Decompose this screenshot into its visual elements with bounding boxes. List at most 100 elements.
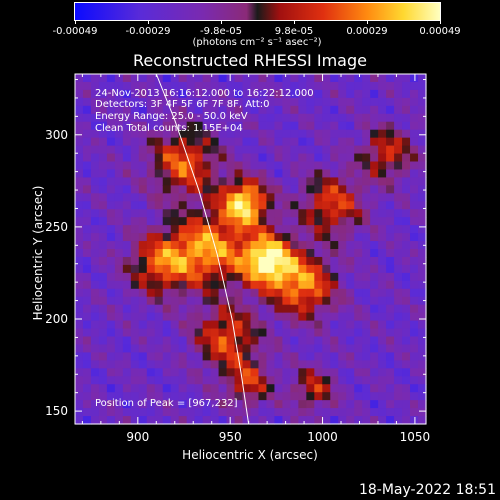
heatmap-cell (314, 113, 323, 123)
heatmap-cell (122, 296, 132, 306)
heatmap-cell (338, 384, 347, 393)
heatmap-cell (394, 416, 403, 425)
heatmap-cell (202, 256, 212, 266)
heatmap-cell (274, 137, 284, 147)
heatmap-cell (170, 304, 180, 314)
heatmap-cell (210, 408, 220, 417)
heatmap-cell (234, 384, 244, 393)
heatmap-cell (370, 360, 379, 369)
heatmap-cell (282, 256, 291, 266)
heatmap-cell (138, 74, 148, 83)
heatmap-cell (274, 304, 284, 314)
heatmap-cell (402, 312, 411, 322)
heatmap-cell (386, 352, 395, 361)
heatmap-cell (298, 296, 307, 306)
heatmap-cell (274, 408, 284, 417)
heatmap-cell (170, 288, 180, 298)
heatmap-cell (274, 129, 284, 139)
heatmap-cell (378, 256, 387, 266)
heatmap-cell (210, 392, 220, 401)
heatmap-cell (298, 177, 307, 186)
heatmap-cell (154, 161, 164, 171)
heatmap-cell (386, 105, 395, 115)
heatmap-cell (394, 288, 403, 298)
heatmap-cell (250, 360, 260, 369)
heatmap-cell (354, 272, 363, 282)
heatmap-cell (410, 320, 419, 330)
heatmap-cell (178, 209, 188, 218)
heatmap-cell (98, 320, 108, 330)
heatmap-cell (314, 249, 323, 258)
heatmap-cell (250, 296, 260, 306)
heatmap-cell (330, 344, 339, 354)
heatmap-cell (410, 129, 419, 139)
heatmap-cell (218, 288, 228, 298)
heatmap-cell (154, 81, 164, 91)
heatmap-cell (146, 185, 156, 194)
heatmap-cell (418, 320, 427, 330)
heatmap-cell (114, 81, 124, 91)
heatmap-cell (106, 288, 116, 298)
heatmap-cell (162, 392, 172, 401)
heatmap-cell (162, 376, 172, 385)
heatmap-cell (322, 121, 331, 131)
heatmap-cell (146, 320, 156, 330)
heatmap-cell (186, 249, 196, 258)
heatmap-cell (402, 280, 411, 290)
heatmap-cell (306, 408, 315, 417)
heatmap-cell (138, 217, 148, 226)
heatmap-cell (98, 368, 108, 377)
heatmap-cell (338, 296, 347, 306)
heatmap-cell (290, 121, 299, 131)
heatmap-cell (362, 272, 371, 282)
heatmap-cell (346, 217, 355, 226)
heatmap-cell (330, 241, 339, 250)
heatmap-cell (338, 129, 347, 139)
heatmap-cell (98, 344, 108, 354)
heatmap-cell (322, 225, 331, 234)
heatmap-cell (402, 368, 411, 377)
heatmap-cell (194, 121, 204, 131)
colorbar-tick-label: -0.00029 (125, 26, 171, 37)
heatmap-cell (90, 320, 100, 330)
heatmap-cell (402, 360, 411, 369)
heatmap-cell (170, 97, 180, 107)
heatmap-cell (418, 408, 427, 417)
heatmap-cell (314, 153, 323, 163)
heatmap-cell (82, 121, 92, 131)
heatmap-cell (410, 201, 419, 210)
heatmap-cell (298, 288, 307, 298)
heatmap-cell (146, 264, 156, 274)
heatmap-cell (386, 177, 395, 186)
heatmap-cell (338, 304, 347, 314)
heatmap-cell (402, 201, 411, 210)
heatmap-cell (122, 392, 132, 401)
heatmap-cell (386, 288, 395, 298)
heatmap-cell (242, 169, 252, 179)
heatmap-cell (90, 408, 100, 417)
annotation-clean: Clean Total counts: 1.15E+04 (95, 123, 243, 134)
heatmap-cell (138, 169, 148, 179)
heatmap-cell (106, 105, 116, 115)
heatmap-cell (250, 129, 260, 139)
heatmap-cell (322, 288, 331, 298)
heatmap-cell (202, 161, 212, 171)
heatmap-cell (362, 145, 371, 155)
heatmap-cell (370, 328, 379, 338)
heatmap-cell (90, 296, 100, 306)
heatmap-cell (322, 336, 331, 346)
heatmap-cell (98, 272, 108, 282)
heatmap-cell (354, 225, 363, 234)
heatmap-cell (210, 137, 220, 147)
heatmap-cell (114, 320, 124, 330)
heatmap-cell (202, 217, 212, 226)
heatmap-cell (154, 249, 164, 258)
heatmap-cell (258, 264, 268, 274)
heatmap-cell (178, 169, 188, 179)
heatmap-cell (282, 169, 291, 179)
heatmap-cell (378, 344, 387, 354)
heatmap-cell (138, 161, 148, 171)
heatmap-cell (130, 392, 140, 401)
heatmap-cell (154, 320, 164, 330)
heatmap-cell (194, 153, 204, 163)
